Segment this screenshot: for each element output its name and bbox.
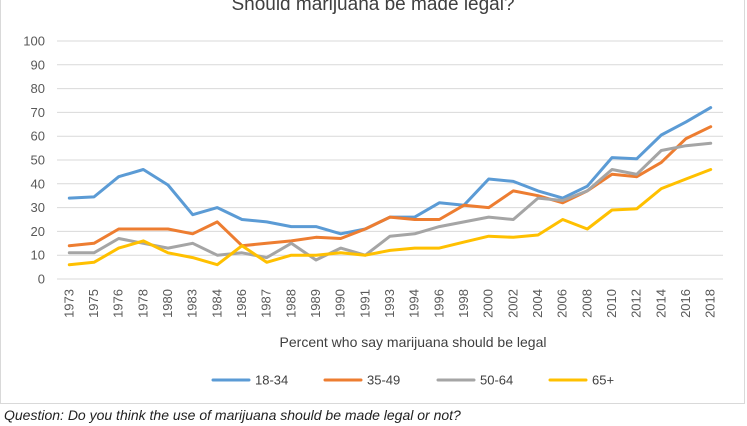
y-tick-label: 80	[31, 81, 45, 96]
legend-label: 50-64	[480, 373, 513, 388]
x-tick-label: 2004	[530, 289, 545, 318]
x-tick-label: 1975	[86, 289, 101, 318]
x-tick-label: 1973	[61, 289, 76, 318]
x-tick-label: 1976	[111, 289, 126, 318]
x-tick-label: 1993	[382, 289, 397, 318]
x-tick-label: 1998	[456, 289, 471, 318]
x-tick-label: 2006	[555, 289, 570, 318]
x-tick-label: 1996	[431, 289, 446, 318]
y-tick-label: 50	[31, 153, 45, 168]
x-axis-title: Percent who say marijuana should be lega…	[280, 334, 547, 350]
x-tick-label: 2014	[653, 289, 668, 318]
y-tick-label: 100	[23, 34, 45, 49]
line-chart: Should marijuana be made legal? 0 10 20 30 4…	[23, 0, 723, 388]
y-tick-label: 0	[38, 272, 45, 287]
x-tick-label: 1989	[308, 289, 323, 318]
y-tick-label: 90	[31, 57, 45, 72]
y-tick-label: 20	[31, 224, 45, 239]
legend-label: 65+	[592, 373, 614, 388]
x-tick-label: 1991	[357, 289, 372, 318]
x-tick-label: 1980	[160, 289, 175, 318]
x-tick-label: 1984	[209, 289, 224, 318]
x-tick-label: 2002	[505, 289, 520, 318]
x-tick-label: 1987	[259, 289, 274, 318]
legend-label: 35-49	[367, 373, 400, 388]
x-tick-label: 1988	[283, 289, 298, 318]
x-tick-label: 2018	[703, 289, 718, 318]
legend-label: 18-34	[255, 373, 288, 388]
x-tick-label: 1994	[407, 289, 422, 318]
x-tick-label: 2010	[604, 289, 619, 318]
y-tick-label: 30	[31, 200, 45, 215]
y-tick-label: 60	[31, 129, 45, 144]
x-tick-label: 1983	[185, 289, 200, 318]
x-tick-label: 2008	[579, 289, 594, 318]
chart-caption: Question: Do you think the use of mariju…	[4, 407, 461, 423]
series-line-65+	[67, 168, 713, 267]
x-tick-label: 2000	[481, 289, 496, 318]
x-tick-label: 1978	[135, 289, 150, 318]
x-tick-label: 2012	[629, 289, 644, 318]
series-line-50-64	[67, 141, 713, 262]
chart-frame: Should marijuana be made legal? 0 10 20 30 4…	[0, 0, 745, 404]
y-tick-label: 40	[31, 176, 45, 191]
y-tick-label: 70	[31, 105, 45, 120]
x-tick-label: 1986	[234, 289, 249, 318]
x-tick-label: 2016	[678, 289, 693, 318]
chart-title: Should marijuana be made legal?	[231, 0, 514, 15]
x-tick-label: 1990	[333, 289, 348, 318]
series-line-35-49	[67, 125, 713, 248]
y-tick-label: 10	[31, 248, 45, 263]
